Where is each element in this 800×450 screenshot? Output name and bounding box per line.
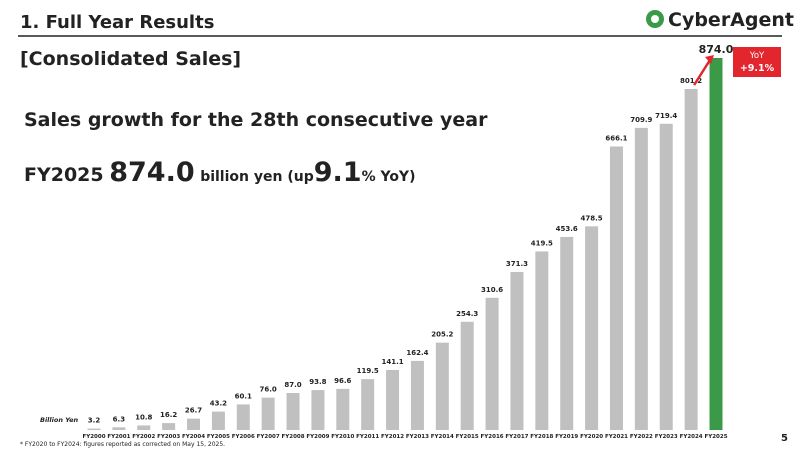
value-label: 254.3 <box>456 310 478 318</box>
x-tick-label: FY2020 <box>580 434 603 440</box>
bar <box>162 423 176 430</box>
page-number: 5 <box>781 433 788 444</box>
x-tick-label: FY2008 <box>282 434 305 440</box>
value-label: 666.1 <box>605 134 627 142</box>
bar <box>609 146 623 430</box>
bar <box>261 397 275 430</box>
bar <box>386 369 400 430</box>
value-label: 162.4 <box>406 349 428 357</box>
bar <box>535 251 549 430</box>
bar <box>435 342 449 430</box>
value-label: 141.1 <box>381 358 403 366</box>
bar <box>709 58 723 430</box>
logo: CyberAgent <box>646 9 794 31</box>
value-label: 10.8 <box>135 413 152 421</box>
value-label: 874.0 <box>699 43 734 56</box>
growth-arrow <box>693 59 712 86</box>
value-label: 419.5 <box>531 239 553 247</box>
x-tick-label: FY2025 <box>704 434 727 440</box>
x-tick-label: FY2007 <box>257 434 280 440</box>
value-label: 119.5 <box>357 367 379 375</box>
value-label: 16.2 <box>160 411 177 419</box>
bar <box>510 271 524 430</box>
x-tick-label: FY2000 <box>82 434 105 440</box>
yoy-label: YoY <box>749 51 765 61</box>
bar <box>410 360 424 430</box>
x-tick-label: FY2006 <box>232 434 255 440</box>
value-label: 310.6 <box>481 286 503 294</box>
result-value: 874.0 <box>109 157 194 188</box>
x-tick-label: FY2022 <box>630 434 653 440</box>
bar <box>236 404 250 430</box>
value-label: 478.5 <box>581 214 603 222</box>
x-tick-label: FY2021 <box>605 434 628 440</box>
x-tick-label: FY2010 <box>331 434 354 440</box>
bar <box>87 428 101 430</box>
unit-label: Billion Yen <box>40 416 78 424</box>
bar <box>460 321 474 430</box>
result-growth: 9.1 <box>314 157 362 188</box>
bar <box>361 379 375 430</box>
value-label: 43.2 <box>210 400 227 408</box>
bar <box>560 236 574 430</box>
result-growth-unit: % YoY) <box>362 169 416 185</box>
x-tick-label: FY2018 <box>530 434 553 440</box>
value-label: 371.3 <box>506 260 528 268</box>
value-label: 3.2 <box>88 417 101 425</box>
yoy-value: +9.1% <box>740 63 775 74</box>
bar <box>336 388 350 430</box>
x-tick-label: FY2023 <box>655 434 678 440</box>
x-tick-label: FY2005 <box>207 434 230 440</box>
x-tick-label: FY2009 <box>306 434 329 440</box>
bar <box>585 226 599 430</box>
bar <box>112 427 126 430</box>
x-tick-label: FY2011 <box>356 434 379 440</box>
bar <box>286 392 300 430</box>
bar <box>634 127 648 430</box>
value-label: 719.4 <box>655 112 677 120</box>
bar <box>659 123 673 430</box>
logo-text: CyberAgent <box>668 9 794 31</box>
x-tick-label: FY2003 <box>157 434 180 440</box>
subtitle: [Consolidated Sales] <box>20 48 241 70</box>
x-tick-label: FY2014 <box>431 434 454 440</box>
result-label: FY2025 <box>24 164 104 186</box>
bar <box>485 297 499 430</box>
value-label: 453.6 <box>556 225 578 233</box>
value-label: 87.0 <box>284 381 301 389</box>
x-tick-label: FY2024 <box>680 434 703 440</box>
x-tick-label: FY2013 <box>406 434 429 440</box>
logo-mark-hole <box>651 15 659 23</box>
headline: Sales growth for the 28th consecutive ye… <box>24 109 488 131</box>
x-tick-label: FY2012 <box>381 434 404 440</box>
bar <box>187 418 201 430</box>
value-label: 709.9 <box>630 116 652 124</box>
value-label: 205.2 <box>431 331 453 339</box>
value-label: 801.2 <box>680 77 702 85</box>
result-unit: billion yen (up <box>200 169 314 185</box>
value-label: 60.1 <box>235 392 252 400</box>
x-tick-label: FY2002 <box>132 434 155 440</box>
x-tick-label: FY2016 <box>481 434 504 440</box>
yoy-callout <box>733 47 781 77</box>
growth-arrowhead <box>705 55 714 64</box>
footnote: * FY2020 to FY2024: figures reported as … <box>20 441 225 448</box>
x-tick-label: FY2017 <box>505 434 528 440</box>
x-tick-label: FY2015 <box>456 434 479 440</box>
x-tick-label: FY2019 <box>555 434 578 440</box>
value-label: 76.0 <box>260 386 277 394</box>
bar <box>211 411 225 430</box>
bar <box>311 390 325 430</box>
value-label: 93.8 <box>309 378 326 386</box>
x-tick-label: FY2001 <box>107 434 130 440</box>
bar <box>137 425 151 430</box>
value-label: 96.6 <box>334 377 351 385</box>
value-label: 6.3 <box>113 415 126 423</box>
value-label: 26.7 <box>185 407 202 415</box>
x-tick-label: FY2004 <box>182 434 205 440</box>
bar <box>684 88 698 430</box>
result-line: FY2025 874.0 billion yen (up9.1% YoY) <box>24 157 415 188</box>
section-title: 1. Full Year Results <box>20 12 214 33</box>
